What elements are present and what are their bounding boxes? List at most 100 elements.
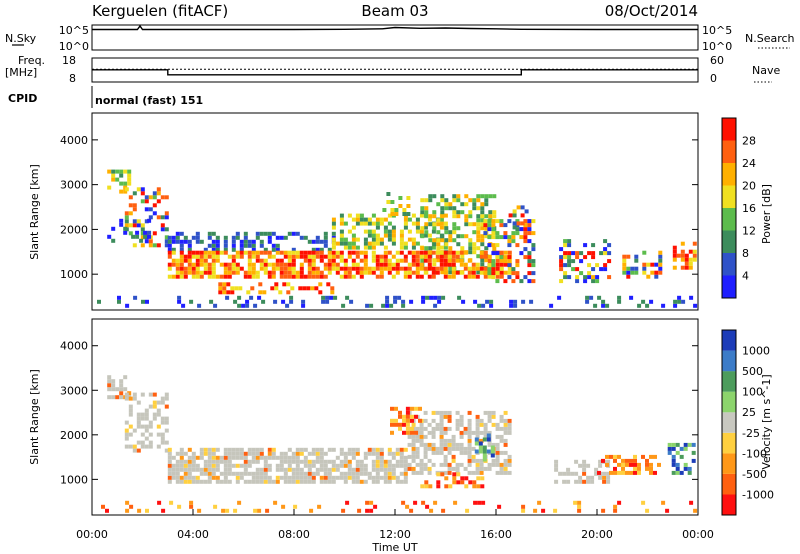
heatmap-cell: [179, 247, 184, 252]
heatmap-cell: [440, 210, 445, 215]
colorbar-swatch: [722, 275, 736, 298]
heatmap-cell: [439, 410, 444, 415]
heatmap-cell: [403, 254, 408, 259]
heatmap-cell: [625, 470, 629, 475]
heatmap-cell: [307, 254, 312, 259]
heatmap-cell: [432, 242, 437, 247]
heatmap-cell: [637, 470, 641, 475]
heatmap-cell: [625, 458, 629, 463]
heatmap-cell: [309, 508, 314, 513]
heatmap-cell: [427, 470, 432, 475]
heatmap-cell: [237, 295, 242, 300]
heatmap-cell: [379, 455, 384, 460]
heatmap-cell: [395, 250, 400, 255]
heatmap-cell: [144, 195, 149, 200]
heatmap-cell: [175, 459, 180, 464]
x-tick-label: 16:00: [480, 528, 512, 541]
heatmap-cell: [359, 467, 364, 472]
heatmap-cell: [157, 500, 162, 505]
heatmap-cell: [654, 270, 659, 275]
heatmap-cell: [476, 476, 481, 481]
heatmap-cell: [436, 202, 441, 207]
heatmap-cell: [128, 424, 133, 429]
heatmap-cell: [482, 453, 487, 458]
heatmap-cell: [440, 238, 445, 243]
heatmap-cell: [239, 475, 244, 480]
heatmap-cell: [235, 447, 240, 452]
heatmap-cell: [311, 463, 316, 468]
heatmap-cell: [671, 470, 676, 475]
colorbar-tick-label: 4: [742, 270, 749, 283]
heatmap-cell: [523, 247, 528, 252]
heatmap-cell: [423, 462, 428, 467]
heatmap-cell: [323, 235, 328, 240]
heatmap-cell: [363, 245, 368, 250]
heatmap-cell: [405, 410, 410, 415]
heatmap-cell: [603, 267, 608, 272]
heatmap-cell: [452, 476, 457, 481]
heatmap-cell: [507, 239, 512, 244]
heatmap-cell: [468, 238, 473, 243]
heatmap-cell: [141, 299, 145, 304]
heatmap-cell: [499, 418, 504, 423]
heatmap-cell: [459, 430, 464, 435]
heatmap-cell: [390, 418, 394, 423]
heatmap-cell: [359, 479, 364, 484]
heatmap-cell: [411, 237, 416, 242]
heatmap-cell: [355, 479, 360, 484]
heatmap-cell: [531, 259, 536, 264]
heatmap-cell: [303, 479, 308, 484]
heatmap-cell: [398, 426, 402, 431]
heatmap-cell: [444, 484, 449, 489]
heatmap-cell: [319, 274, 324, 279]
heatmap-cell: [435, 410, 440, 415]
heatmap-cell: [503, 466, 508, 471]
heatmap-cell: [583, 255, 588, 260]
heatmap-cell: [195, 274, 200, 279]
heatmap-cell: [365, 508, 370, 513]
heatmap-cell: [427, 262, 432, 267]
heatmap-cell: [427, 422, 432, 427]
heatmap-cell: [415, 446, 420, 451]
heatmap-cell: [626, 274, 631, 279]
heatmap-cell: [423, 434, 428, 439]
heatmap-cell: [451, 454, 456, 459]
heatmap-cell: [483, 410, 488, 415]
heatmap-cell: [521, 504, 526, 509]
heatmap-cell: [147, 230, 152, 235]
heatmap-cell: [339, 221, 344, 226]
heatmap-cell: [411, 442, 416, 447]
heatmap-cell: [599, 251, 604, 256]
heatmap-cell: [559, 263, 564, 268]
heatmap-cell: [391, 467, 396, 472]
heatmap-cell: [189, 504, 194, 509]
heatmap-cell: [688, 265, 693, 270]
heatmap-cell: [483, 250, 488, 255]
heatmap-cell: [359, 213, 364, 218]
heatmap-cell: [499, 462, 504, 467]
heatmap-cell: [331, 262, 336, 267]
heatmap-cell: [267, 254, 272, 259]
heatmap-cell: [263, 262, 268, 267]
heatmap-cell: [531, 231, 536, 236]
heatmap-cell: [443, 430, 448, 435]
heatmap-cell: [436, 242, 441, 247]
heatmap-cell: [175, 266, 180, 271]
heatmap-cell: [375, 475, 380, 480]
heatmap-cell: [688, 257, 693, 262]
heatmap-cell: [491, 251, 496, 256]
heatmap-cell: [327, 475, 332, 480]
heatmap-cell: [435, 446, 440, 451]
velocity-ylabel: Slant Range [km]: [28, 369, 41, 465]
heatmap-cell: [511, 279, 516, 284]
heatmap-cell: [452, 226, 457, 231]
heatmap-cell: [115, 387, 120, 392]
heatmap-cell: [128, 404, 133, 409]
heatmap-cell: [391, 274, 396, 279]
heatmap-cell: [327, 467, 332, 472]
heatmap-cell: [411, 245, 416, 250]
heatmap-cell: [355, 467, 360, 472]
heatmap-cell: [267, 451, 272, 456]
heatmap-cell: [431, 229, 436, 234]
heatmap-cell: [482, 437, 487, 442]
